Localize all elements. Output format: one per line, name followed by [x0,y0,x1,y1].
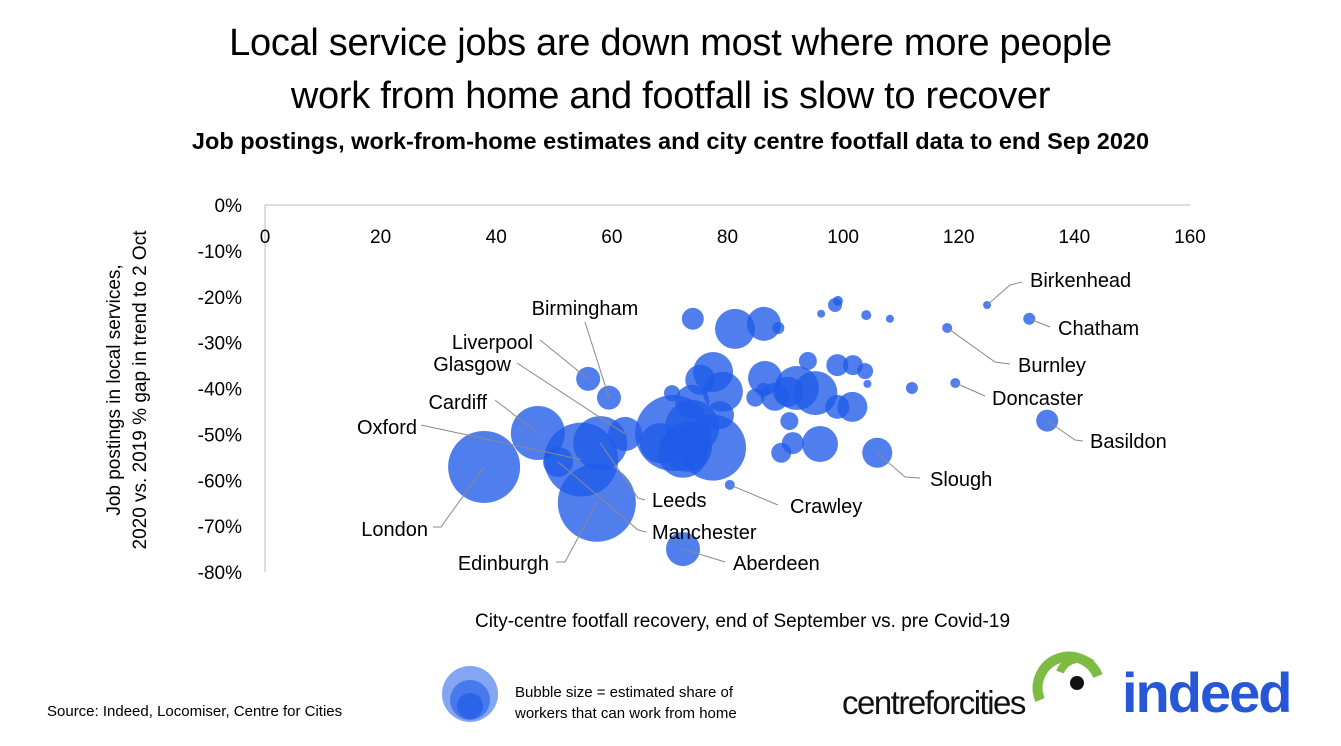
city-labels: London Edinburgh Oxford Cardiff Manchester Le… [357,270,1167,575]
leader-line-aberdeen [682,548,726,563]
bubble [657,427,708,478]
y-tick-label: -80% [198,563,242,584]
legend-bubble-icon [442,666,498,722]
x-tick-label: 120 [943,227,975,248]
leader-line-birmingham [584,321,610,398]
city-label-liverpool: Liverpool [452,332,533,354]
bubble [756,382,771,397]
leader-line-slough [876,452,921,479]
bubble [863,379,872,388]
chart-title-line-2: work from home and footfall is slow to r… [290,75,1051,117]
city-label-crawley: Crawley [790,496,862,518]
city-label-aberdeen: Aberdeen [733,553,820,575]
leader-line-edinburgh [556,502,598,563]
bubble-size-legend: Bubble size = estimated share of workers… [515,682,737,724]
bubble [826,354,849,377]
bubble [817,309,826,318]
y-tick-label: -60% [198,471,242,492]
chart-subtitle: Job postings, work-from-home estimates a… [191,128,1150,154]
chart-title-line-1: Local service jobs are down most where m… [229,22,1112,64]
x-tick-label: 20 [370,227,391,248]
y-tick-label: -20% [198,288,242,309]
leader-line-glasgow [516,362,626,435]
source-note: Source: Indeed, Locomiser, Centre for Ci… [47,703,343,720]
bubble [798,351,817,370]
leader-lines [420,281,1084,563]
x-tick-label: 40 [486,227,507,248]
y-tick-label: -50% [198,425,242,446]
leader-line-manchester [557,461,647,533]
leader-line-birkenhead [986,281,1023,306]
bubble [715,308,756,349]
legend-line-2: workers that can work from home [515,705,737,722]
city-label-oxford: Oxford [357,417,417,439]
y-tick-label: -70% [198,517,242,538]
bubble [681,307,704,330]
centreforcities-logo-mark [1032,651,1103,702]
city-label-glasgow: Glasgow [433,354,511,376]
x-tick-label: 0 [260,227,271,248]
bubble [772,321,785,334]
y-axis-label-line-2: 2020 vs. 2019 % gap in trend to 2 Oct [130,230,151,550]
y-axis-label: Job postings in local services, 2020 vs.… [102,231,154,550]
indeed-logo: indeed [1122,661,1292,724]
bubble [857,363,874,380]
x-tick-label: 80 [717,227,738,248]
bubble [802,426,838,463]
leader-line-london [433,466,485,528]
x-axis-label: City-centre footfall recovery, end of Se… [474,611,1011,632]
legend-line-1: Bubble size = estimated share of [515,684,734,701]
city-label-slough: Slough [930,469,992,491]
bubble [885,314,894,323]
leader-line-cardiff [494,399,539,434]
y-tick-label: 0% [215,196,243,217]
x-tick-label: 160 [1174,227,1206,248]
city-label-doncaster: Doncaster [992,388,1083,410]
x-tick-label: 100 [827,227,859,248]
city-label-leeds: Leeds [652,490,707,512]
city-label-burnley: Burnley [1018,355,1086,377]
city-label-london: London [361,519,428,541]
leader-line-doncaster [955,382,986,397]
leader-line-crawley [729,484,779,506]
city-label-birkenhead: Birkenhead [1030,270,1131,292]
city-label-manchester: Manchester [652,522,757,544]
bubble [746,306,781,341]
bubble [780,412,799,431]
city-label-edinburgh: Edinburgh [458,553,549,575]
y-tick-label: -30% [198,334,242,355]
bubble [832,295,843,306]
city-label-chatham: Chatham [1058,318,1139,340]
leader-line-oxford [420,424,582,461]
leader-line-basildon [1046,420,1084,442]
leader-line-liverpool [539,339,589,380]
leader-line-burnley [946,327,1011,365]
y-axis-label-line-1: Job postings in local services, [104,264,125,516]
centreforcities-logo: centreforcities [842,684,1026,721]
bubble [905,382,918,395]
x-tick-labels: 0 20 40 60 80 100 120 140 160 [260,227,1206,248]
leader-line-leeds [599,442,646,501]
bubble [861,310,872,321]
leader-line-chatham [1029,318,1051,328]
city-label-birmingham: Birmingham [532,298,639,320]
x-tick-label: 140 [1059,227,1091,248]
city-label-basildon: Basildon [1090,431,1167,453]
bubble [837,391,868,422]
city-label-cardiff: Cardiff [428,392,487,414]
y-tick-label: -40% [198,380,242,401]
x-tick-label: 60 [601,227,622,248]
bubble [771,442,792,463]
bubble [702,371,743,412]
y-tick-labels: 0% -10% -20% -30% -40% -50% -60% -70% -80% [198,196,242,584]
y-tick-label: -10% [198,242,242,263]
